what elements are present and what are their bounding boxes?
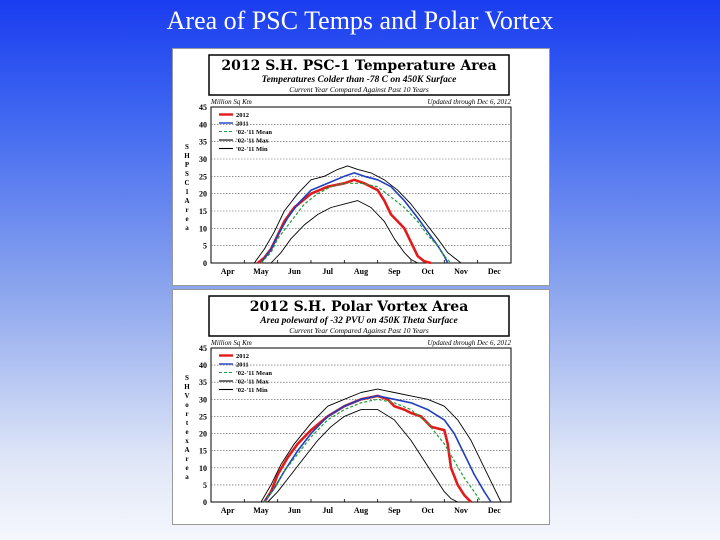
x-tick-label: Sep xyxy=(388,267,401,276)
chart-subtitle-2: Current Year Compared Against Past 10 Ye… xyxy=(289,326,429,335)
legend-label: 2011 xyxy=(236,121,249,128)
x-tick-label: May xyxy=(253,267,269,276)
chart-subtitle-2: Current Year Compared Against Past 10 Ye… xyxy=(289,85,429,94)
psc-chart-panel: 2012 S.H. PSC-1 Temperature Area Temperat… xyxy=(172,48,550,286)
series-line-2 xyxy=(260,182,452,264)
legend-label: '02-'11 Max xyxy=(236,379,269,386)
y-tick-label: 25 xyxy=(199,412,207,421)
series-line-1 xyxy=(263,395,492,503)
x-tick-label: Jun xyxy=(288,506,301,515)
title-box xyxy=(208,54,510,96)
legend-label: 2012 xyxy=(236,112,249,119)
y-tick-label: 30 xyxy=(199,395,207,404)
x-tick-label: Jul xyxy=(322,506,333,515)
updated-label: Updated through Dec 6, 2012 xyxy=(427,339,511,347)
units-label: Million Sq Km xyxy=(210,339,252,347)
y-tick-label: 20 xyxy=(199,430,207,439)
y-tick-label: 10 xyxy=(199,224,207,233)
y-tick-label: 45 xyxy=(199,344,207,353)
series-line-0 xyxy=(263,394,472,503)
x-tick-label: Apr xyxy=(221,267,235,276)
y-tick-label: 0 xyxy=(203,259,207,268)
chart-subtitle: Temperatures Colder than -78 C on 450K S… xyxy=(262,75,457,85)
series-line-4 xyxy=(270,200,418,264)
y-tick-label: 25 xyxy=(199,172,207,181)
series-line-4 xyxy=(267,409,458,503)
chart-title: 2012 S.H. Polar Vortex Area xyxy=(250,299,469,315)
y-tick-label: 0 xyxy=(203,498,207,507)
legend-label: '02-'11 Mean xyxy=(236,370,272,377)
x-tick-label: Dec xyxy=(488,267,501,276)
legend-label: 2011 xyxy=(236,362,249,369)
y-tick-label: 40 xyxy=(199,120,207,129)
chart-subtitle: Area poleward of -32 PVU on 450K Theta S… xyxy=(259,316,458,326)
y-tick-label: 35 xyxy=(199,378,207,387)
x-tick-label: Nov xyxy=(454,506,468,515)
y-tick-label: 40 xyxy=(199,361,207,370)
y-tick-label: 5 xyxy=(203,242,207,251)
legend-label: '02-'11 Mean xyxy=(236,129,272,136)
y-tick-label: 35 xyxy=(199,138,207,147)
vortex-chart-panel: 2012 S.H. Polar Vortex Area Area poleward… xyxy=(172,289,550,525)
x-tick-label: Oct xyxy=(421,506,434,515)
plot-area xyxy=(210,106,512,264)
x-tick-label: Sep xyxy=(388,506,401,515)
series-line-1 xyxy=(260,172,449,264)
chart-title: 2012 S.H. PSC-1 Temperature Area xyxy=(221,58,496,74)
x-tick-label: Dec xyxy=(488,506,501,515)
series-line-2 xyxy=(263,398,482,503)
title-box xyxy=(208,295,510,337)
legend-label: '02-'11 Max xyxy=(236,138,269,145)
x-tick-label: Apr xyxy=(221,506,235,515)
series-line-3 xyxy=(260,388,502,503)
updated-label: Updated through Dec 6, 2012 xyxy=(427,98,511,106)
legend-label: '02-'11 Min xyxy=(236,146,268,153)
slide-title: Area of PSC Temps and Polar Vortex xyxy=(166,6,554,35)
series-line-3 xyxy=(253,165,462,264)
x-tick-label: Jul xyxy=(322,267,333,276)
y-tick-label: 15 xyxy=(199,447,207,456)
x-tick-label: Aug xyxy=(354,506,368,515)
y-tick-label: 30 xyxy=(199,155,207,164)
legend-label: '02-'11 Min xyxy=(236,387,268,394)
legend-label: 2012 xyxy=(236,353,249,360)
x-tick-label: Nov xyxy=(454,267,468,276)
psc-temperature-area-chart: 2012 S.H. PSC-1 Temperature AreaTemperat… xyxy=(184,54,512,276)
y-tick-label: 15 xyxy=(199,207,207,216)
x-tick-label: May xyxy=(253,506,269,515)
units-label: Million Sq Km xyxy=(210,98,252,106)
x-tick-label: Jun xyxy=(288,267,301,276)
y-tick-label: 5 xyxy=(203,481,207,490)
x-tick-label: Aug xyxy=(354,267,368,276)
y-tick-label: 45 xyxy=(199,103,207,112)
y-tick-label: 10 xyxy=(199,464,207,473)
x-tick-label: Oct xyxy=(421,267,434,276)
y-tick-label: 20 xyxy=(199,190,207,199)
